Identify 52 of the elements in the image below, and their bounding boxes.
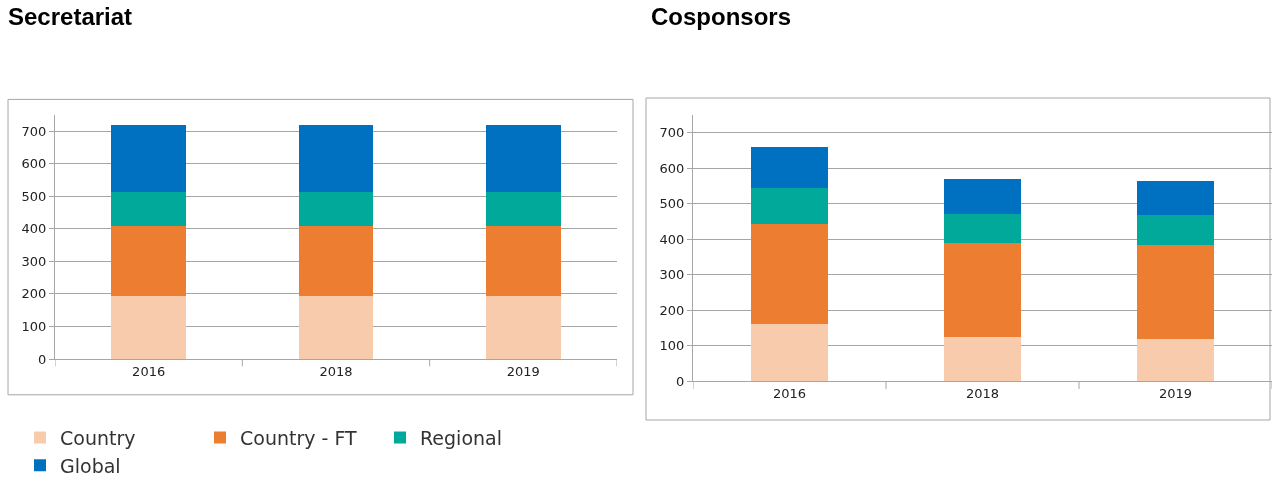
x-tick-label: 2019 <box>1158 385 1193 401</box>
bar <box>485 225 561 296</box>
y-tick-label: 600 <box>21 156 47 172</box>
legend-label: Regional <box>420 426 502 449</box>
bar <box>298 125 374 193</box>
bar <box>1136 244 1215 340</box>
bar <box>111 225 187 296</box>
y-tick-label: 100 <box>21 319 47 335</box>
bar <box>750 323 829 381</box>
x-tick-label: 2018 <box>965 385 1000 401</box>
bar <box>1136 215 1215 245</box>
bar <box>485 295 561 359</box>
bar <box>111 125 187 193</box>
bar <box>943 179 1022 214</box>
y-tick-label: 0 <box>676 373 685 389</box>
y-tick-label: 100 <box>659 338 685 354</box>
bar <box>943 337 1022 381</box>
bar <box>1136 339 1215 381</box>
bar <box>298 295 374 359</box>
y-tick-label: 0 <box>38 351 47 367</box>
bar <box>111 192 187 226</box>
y-tick-label: 700 <box>21 123 47 139</box>
chart-title: Cosponsors <box>651 2 792 30</box>
y-tick-label: 200 <box>659 302 685 318</box>
x-tick-label: 2016 <box>772 385 807 401</box>
y-tick-label: 200 <box>21 286 47 302</box>
legend-label: Country - FT <box>240 426 358 449</box>
x-tick-label: 2016 <box>132 363 166 379</box>
y-tick-label: 300 <box>659 267 685 283</box>
bar <box>943 213 1022 244</box>
legend-label: Country <box>60 426 136 449</box>
y-tick-label: 500 <box>21 188 47 204</box>
y-tick-label: 600 <box>659 160 685 176</box>
bar <box>1136 180 1215 216</box>
bar <box>943 243 1022 338</box>
x-tick-label: 2018 <box>319 363 353 379</box>
bar <box>750 223 829 324</box>
bar <box>485 192 561 226</box>
y-tick-label: 300 <box>21 253 47 269</box>
y-tick-label: 400 <box>21 221 47 237</box>
bar <box>298 192 374 226</box>
chart-title: Secretariat <box>8 2 133 30</box>
bar <box>485 125 561 193</box>
bar <box>750 188 829 224</box>
y-tick-label: 700 <box>659 125 685 141</box>
y-tick-label: 500 <box>659 196 685 212</box>
legend-label: Global <box>60 454 121 477</box>
bar <box>111 295 187 359</box>
y-tick-label: 400 <box>659 231 685 247</box>
bar <box>298 225 374 296</box>
bar <box>750 147 829 189</box>
x-tick-label: 2019 <box>506 363 540 379</box>
